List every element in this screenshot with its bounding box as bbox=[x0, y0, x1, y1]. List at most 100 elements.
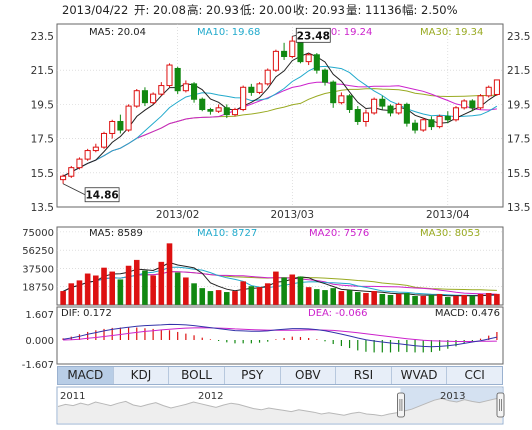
candle-body bbox=[387, 105, 394, 114]
price-x-axis: 2013/02 2013/03 2013/04 bbox=[156, 209, 470, 221]
price-panel-frame bbox=[56, 23, 504, 208]
tab-boll[interactable]: BOLL bbox=[169, 367, 225, 384]
macd-y-tick: 1.607 bbox=[25, 310, 54, 321]
price-y-tick-right: 19.5 bbox=[507, 99, 530, 111]
navigator-area bbox=[58, 397, 502, 423]
volume-bar bbox=[436, 294, 443, 305]
price-legend-ma10: MA10: 19.68 bbox=[197, 27, 260, 38]
low-value: 20.00 bbox=[259, 3, 292, 17]
open-label: 开: bbox=[134, 3, 149, 17]
navigator-left-handle[interactable] bbox=[397, 392, 405, 418]
change-value: 2.50% bbox=[421, 3, 458, 17]
candle-body bbox=[117, 120, 124, 131]
annotation-label: 23.48 bbox=[297, 30, 330, 42]
candle-body bbox=[485, 86, 492, 97]
candle-body bbox=[133, 90, 140, 107]
candle-body bbox=[297, 40, 304, 63]
volume-y-tick: 18750 bbox=[22, 283, 54, 294]
price-x-tick: 2013/02 bbox=[156, 209, 200, 221]
price-annotations: 23.48 14.86 bbox=[62, 27, 331, 203]
range-navigator[interactable]: 2011 2012 2013 bbox=[57, 388, 505, 423]
header-date: 2013/04/22 bbox=[62, 3, 128, 17]
volume-legend-ma30: MA30: 8053 bbox=[420, 228, 480, 239]
volume-bar bbox=[224, 292, 230, 305]
candle-body bbox=[412, 122, 419, 131]
price-y-axis-left: 23.5 21.5 19.5 17.5 15.5 13.5 bbox=[31, 31, 54, 214]
volume-bar bbox=[412, 295, 418, 305]
candle-body bbox=[321, 69, 329, 83]
price-y-tick-left: 21.5 bbox=[31, 65, 54, 77]
candle-body bbox=[60, 175, 67, 181]
candle-body bbox=[256, 83, 263, 93]
tab-kdj[interactable]: KDJ bbox=[114, 367, 170, 384]
price-legend-ma30: MA30: 19.34 bbox=[420, 27, 483, 38]
price-ma-legend: MA5: 20.04 MA10: 19.68 MA20: 19.24 MA30: 19… bbox=[89, 27, 483, 38]
volume-bar bbox=[428, 295, 435, 305]
navigator-year-label: 2011 bbox=[60, 391, 85, 402]
candle-body bbox=[313, 54, 320, 71]
volume-panel-frame bbox=[56, 226, 504, 306]
tab-wvad[interactable]: WVAD bbox=[392, 367, 448, 384]
volume-bar bbox=[150, 275, 156, 305]
candle-body bbox=[395, 103, 402, 114]
volume-bar bbox=[256, 287, 263, 305]
volume-bar bbox=[297, 276, 304, 305]
close-label: 收: bbox=[293, 3, 308, 17]
dea-line bbox=[63, 327, 497, 342]
price-y-tick-right: 13.5 bbox=[507, 202, 530, 214]
volume-bar bbox=[68, 283, 75, 305]
macd-y-tick: -1.607 bbox=[22, 360, 54, 371]
price-y-tick-left: 13.5 bbox=[31, 202, 54, 214]
candle-body bbox=[248, 86, 255, 93]
candle-body bbox=[191, 83, 198, 100]
volume-bar bbox=[477, 294, 484, 305]
volume-bar bbox=[314, 289, 320, 305]
volume-bar bbox=[469, 295, 476, 305]
tab-rsi[interactable]: RSI bbox=[336, 367, 392, 384]
candle-body bbox=[231, 109, 239, 116]
volume-grid bbox=[57, 231, 503, 288]
macd-legend-dif: DIF: 0.172 bbox=[61, 308, 112, 319]
volume-bar bbox=[240, 281, 246, 305]
candle-body bbox=[493, 79, 500, 95]
volume-y-tick: 37500 bbox=[22, 264, 54, 275]
candle-body bbox=[338, 95, 345, 104]
volume-bar bbox=[494, 293, 500, 305]
navigator-right-handle[interactable] bbox=[496, 392, 505, 418]
volume-bar bbox=[420, 295, 427, 305]
tab-cci[interactable]: CCI bbox=[464, 368, 485, 382]
price-y-tick-right: 23.5 bbox=[507, 31, 530, 43]
volume-bar bbox=[346, 290, 353, 305]
candle-body bbox=[477, 95, 484, 109]
candle-body bbox=[289, 40, 296, 57]
candle-body bbox=[125, 105, 132, 131]
candle-body bbox=[330, 81, 337, 104]
candle-body bbox=[174, 67, 181, 92]
candle-body bbox=[354, 109, 361, 122]
volume-bar bbox=[158, 261, 165, 305]
candle-body bbox=[379, 98, 386, 107]
volume-bar bbox=[322, 290, 328, 305]
candle-body bbox=[84, 150, 91, 160]
candle-body bbox=[240, 86, 247, 111]
volume-legend-ma10: MA10: 8727 bbox=[197, 228, 257, 239]
price-ma-lines bbox=[62, 52, 498, 177]
price-legend-ma5: MA5: 20.04 bbox=[89, 27, 146, 38]
price-y-axis-right: 23.5 21.5 19.5 17.5 15.5 13.5 bbox=[507, 31, 530, 214]
tab-obv[interactable]: OBV bbox=[281, 367, 337, 384]
low-label: 低: bbox=[240, 3, 255, 17]
candle-body bbox=[264, 69, 271, 85]
annotation-box bbox=[84, 187, 120, 203]
navigator-year-label: 2012 bbox=[198, 391, 223, 402]
macd-y-tick: 0.000 bbox=[25, 336, 54, 347]
navigator-year-label: 2013 bbox=[440, 391, 465, 402]
price-x-tick: 2013/04 bbox=[426, 209, 470, 221]
candle-body bbox=[68, 167, 75, 177]
volume-bar bbox=[330, 288, 336, 305]
tab-psy[interactable]: PSY bbox=[225, 367, 281, 384]
price-legend-ma20: MA20: 19.24 bbox=[309, 27, 372, 38]
tab-macd[interactable]: MACD bbox=[58, 367, 114, 384]
volume-bar bbox=[142, 270, 148, 305]
macd-legend-macd: MACD: 0.476 bbox=[435, 308, 500, 319]
volume-bar bbox=[207, 291, 214, 305]
